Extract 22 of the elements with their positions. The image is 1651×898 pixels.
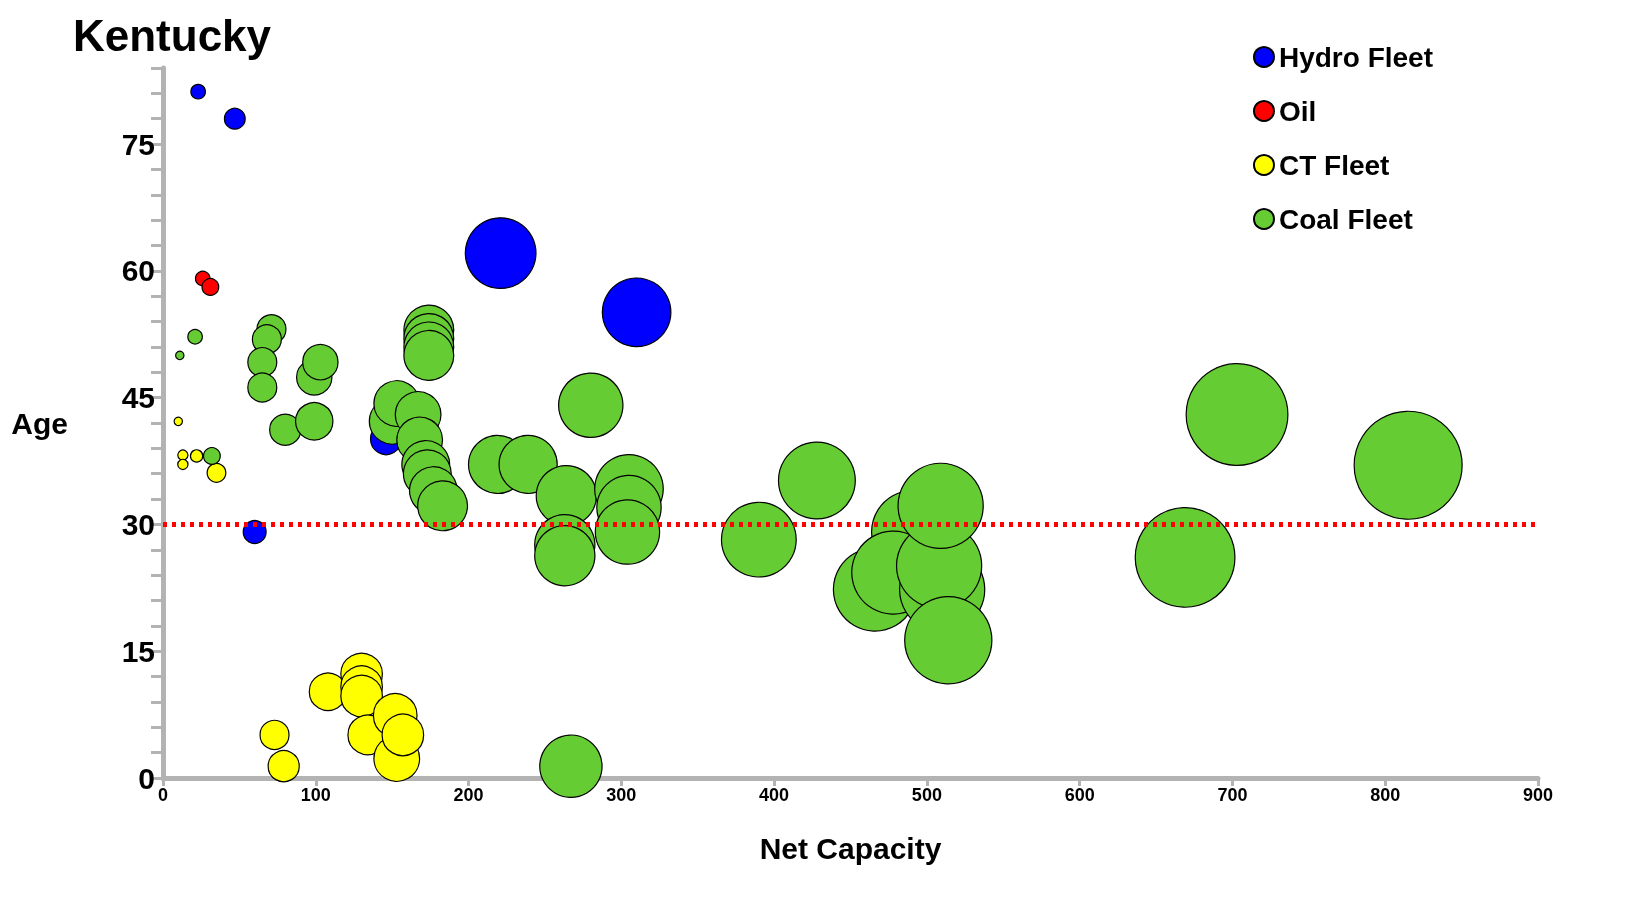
- x-axis-title: Net Capacity: [759, 831, 942, 865]
- y-tick-label: 45: [121, 381, 155, 415]
- y-tick-label: 15: [121, 634, 155, 668]
- x-tick-label: 600: [1064, 785, 1095, 805]
- x-tick-label: 200: [453, 785, 484, 805]
- chart-title: Kentucky: [73, 10, 272, 60]
- x-tick-label: 500: [911, 785, 942, 805]
- legend-label: CT Fleet: [1278, 149, 1390, 181]
- legend-label: Hydro Fleet: [1278, 41, 1433, 73]
- y-tick-label: 30: [121, 507, 155, 541]
- y-axis-title: Age: [11, 406, 68, 440]
- legend-label: Oil: [1278, 95, 1317, 127]
- legend-label: Coal Fleet: [1278, 203, 1413, 235]
- x-tick-label: 300: [606, 785, 637, 805]
- x-tick-label: 100: [300, 785, 331, 805]
- x-tick-label: 800: [1370, 785, 1401, 805]
- y-tick-label: 75: [121, 127, 155, 161]
- x-tick-label: 700: [1217, 785, 1248, 805]
- x-tick-label: 0: [157, 785, 169, 805]
- x-tick-label: 900: [1522, 785, 1554, 805]
- y-tick-label: 60: [121, 254, 155, 288]
- x-tick-label: 400: [759, 785, 790, 805]
